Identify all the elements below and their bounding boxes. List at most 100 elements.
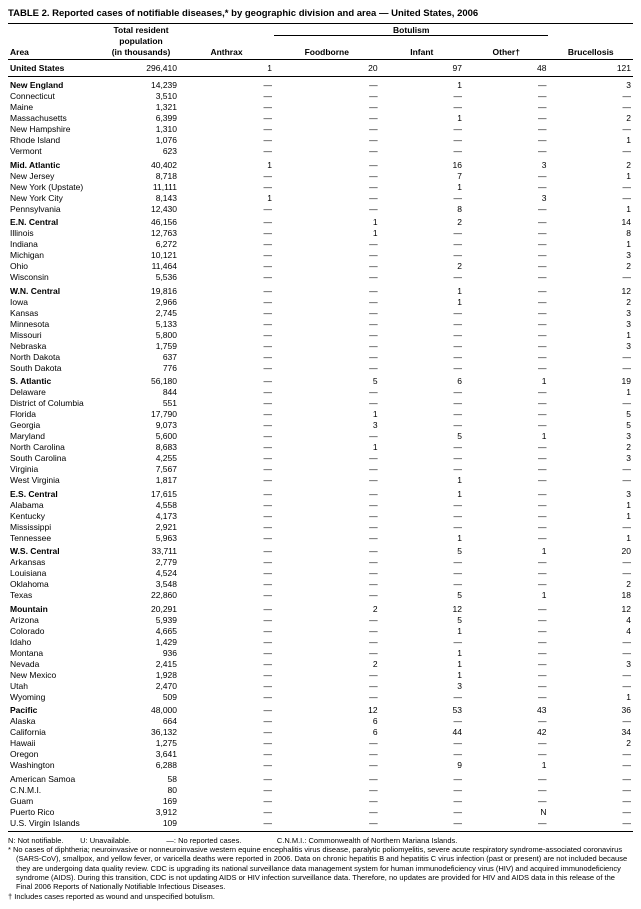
cell-anthrax: — [179,228,274,239]
table-row: Puerto Rico3,912———N— [8,806,633,817]
table-row: Wyoming509————1 [8,691,633,702]
cell-area: Guam [8,795,103,806]
cell-bruc: — [548,749,633,760]
cell-area: California [8,727,103,738]
cell-pop: 36,132 [103,727,179,738]
table-row: Pennsylvania12,430——8—1 [8,203,633,214]
cell-food: — [274,239,380,250]
cell-anthrax: — [179,579,274,590]
cell-pop: 2,415 [103,658,179,669]
cell-food: — [274,669,380,680]
cell-other: — [464,716,548,727]
cell-infant: 1 [380,181,464,192]
cell-other: — [464,521,548,532]
cell-anthrax: — [179,340,274,351]
cell-area: Hawaii [8,738,103,749]
cell-anthrax: — [179,647,274,658]
cell-bruc: 18 [548,590,633,601]
cell-anthrax: — [179,636,274,647]
cell-bruc: 20 [548,543,633,557]
cell-bruc: — [548,192,633,203]
cell-other: — [464,532,548,543]
cell-pop: 2,921 [103,521,179,532]
cell-pop: 2,966 [103,296,179,307]
table-row: Iowa2,966——1—2 [8,296,633,307]
cell-bruc: 1 [548,170,633,181]
cell-pop: 3,510 [103,91,179,102]
cell-bruc: — [548,181,633,192]
cell-other: — [464,146,548,157]
cell-pop: 4,524 [103,568,179,579]
cell-other: — [464,795,548,806]
cell-other: — [464,318,548,329]
cell-anthrax: — [179,760,274,771]
cell-bruc: — [548,817,633,831]
cell-other: 48 [464,60,548,77]
cell-bruc: — [548,124,633,135]
cell-food: 1 [274,228,380,239]
cell-infant: — [380,510,464,521]
cell-food: — [274,475,380,486]
cell-infant: 2 [380,261,464,272]
table-row: Alaska664—6——— [8,716,633,727]
cell-bruc: 3 [548,431,633,442]
hdr-infant: Infant [380,47,464,60]
cell-food: — [274,625,380,636]
cell-bruc: 34 [548,727,633,738]
cell-pop: 12,430 [103,203,179,214]
cell-food: 6 [274,727,380,738]
cell-infant: 5 [380,543,464,557]
cell-infant: 44 [380,727,464,738]
cell-anthrax: — [179,102,274,113]
cell-area: Florida [8,409,103,420]
cell-pop: 169 [103,795,179,806]
table-row: South Carolina4,255————3 [8,453,633,464]
cell-food: 3 [274,420,380,431]
cell-other: — [464,351,548,362]
cell-bruc: — [548,636,633,647]
cell-infant: 1 [380,475,464,486]
cell-pop: 8,718 [103,170,179,181]
cell-other: 1 [464,543,548,557]
cell-pop: 509 [103,691,179,702]
cell-pop: 623 [103,146,179,157]
cell-anthrax: — [179,658,274,669]
cell-pop: 10,121 [103,250,179,261]
cell-other: N [464,806,548,817]
cell-food: — [274,738,380,749]
cell-infant: 1 [380,486,464,500]
cell-bruc: — [548,398,633,409]
cell-anthrax: — [179,77,274,91]
cell-infant: 1 [380,77,464,91]
cell-area: Minnesota [8,318,103,329]
cell-other: — [464,658,548,669]
cell-bruc: 3 [548,340,633,351]
cell-infant: — [380,499,464,510]
cell-pop: 4,558 [103,499,179,510]
cell-food: — [274,329,380,340]
cell-anthrax: — [179,669,274,680]
cell-food: — [274,680,380,691]
cell-area: Pennsylvania [8,203,103,214]
footnote-legend: N: Not notifiable. U: Unavailable. —: No… [16,836,633,845]
cell-anthrax: — [179,124,274,135]
cell-anthrax: — [179,716,274,727]
footnotes: N: Not notifiable. U: Unavailable. —: No… [8,836,633,902]
cell-other: — [464,817,548,831]
table-row: W.N. Central19,816——1—12 [8,283,633,297]
cell-anthrax: — [179,398,274,409]
cell-bruc: 1 [548,532,633,543]
cell-other: — [464,272,548,283]
cell-food: — [274,817,380,831]
cell-other: — [464,296,548,307]
table-row: Colorado4,665——1—4 [8,625,633,636]
cell-other: — [464,475,548,486]
cell-food: — [274,77,380,91]
cell-infant: 1 [380,283,464,297]
table-row: American Samoa58————— [8,771,633,785]
cell-other: — [464,669,548,680]
table-row: New York City8,1431——3— [8,192,633,203]
cell-pop: 5,133 [103,318,179,329]
cell-food: — [274,557,380,568]
cell-pop: 5,939 [103,614,179,625]
